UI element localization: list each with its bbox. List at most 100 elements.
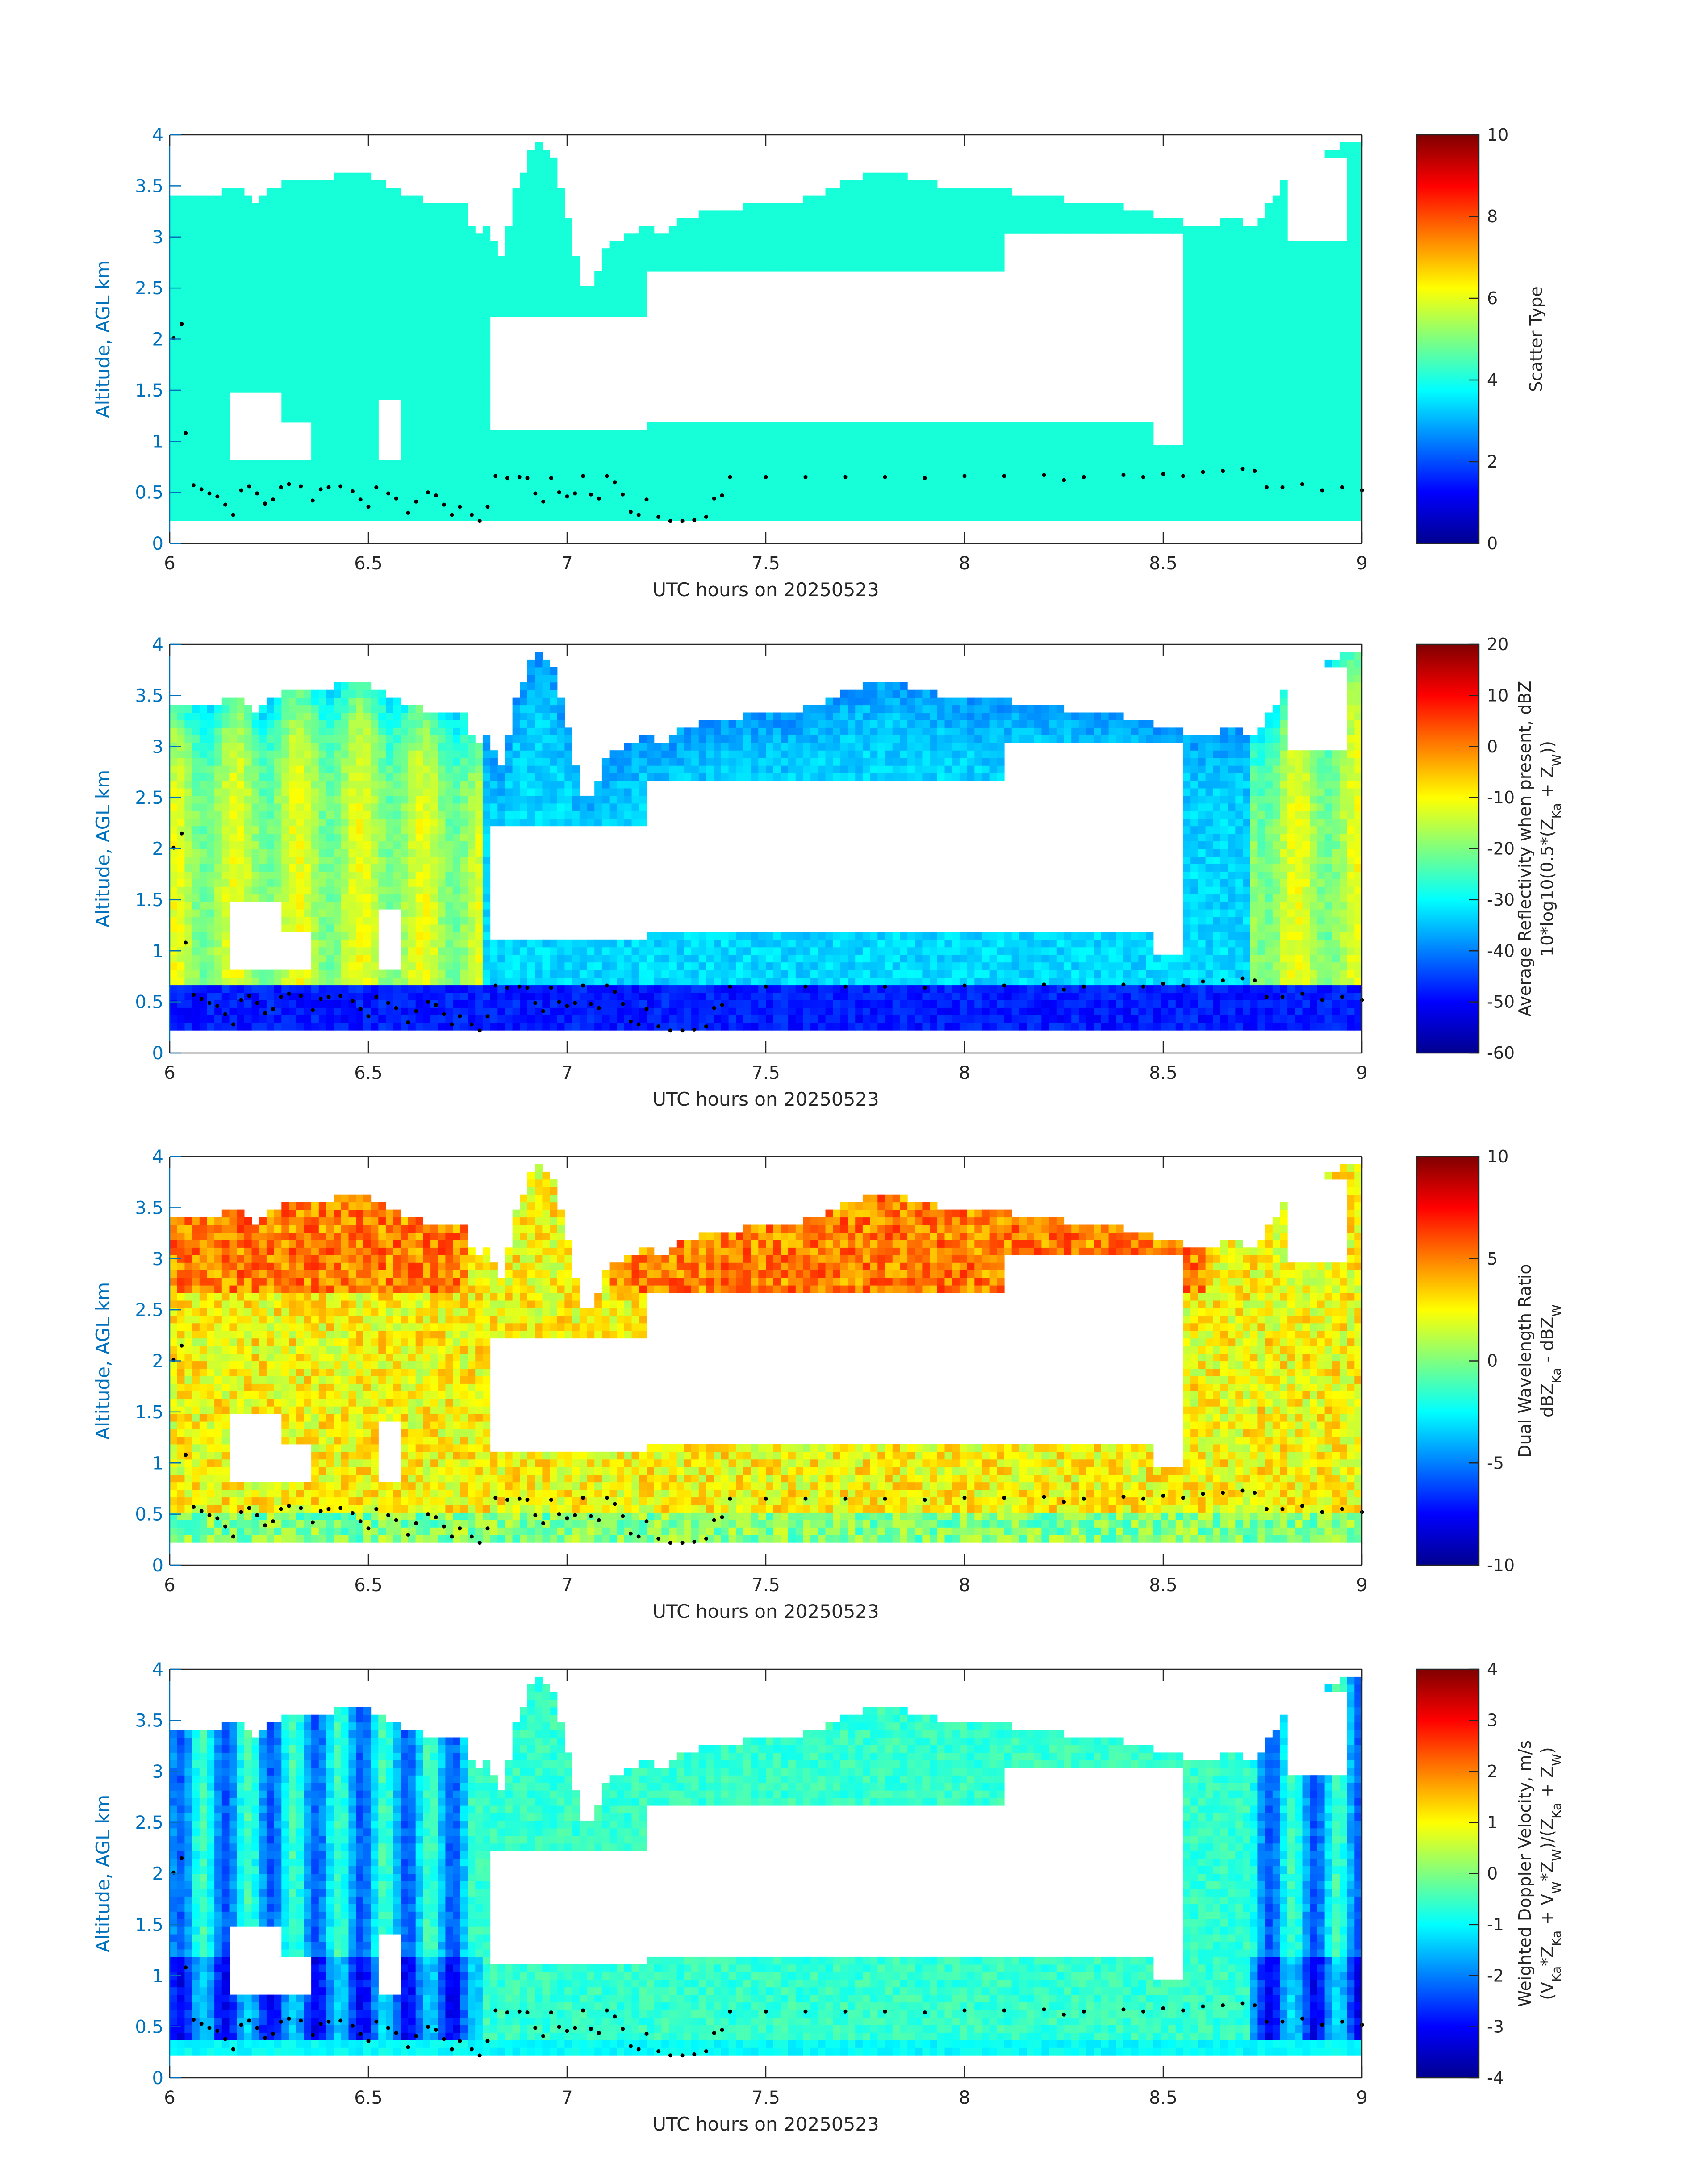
heatmap-cell	[378, 293, 386, 302]
heatmap-cell	[758, 506, 766, 514]
heatmap-cell	[974, 241, 982, 249]
heatmap-cell	[1108, 506, 1116, 514]
heatmap-cell	[669, 430, 677, 438]
heatmap-cell	[445, 324, 453, 332]
heatmap-cell	[401, 422, 409, 430]
boundary-layer-dot	[255, 491, 259, 496]
heatmap-cell	[803, 210, 811, 218]
heatmap-cell	[512, 460, 520, 468]
heatmap-cell	[855, 513, 863, 521]
heatmap-cell	[997, 203, 1005, 211]
heatmap-cell	[221, 331, 230, 340]
heatmap-cell	[1287, 286, 1295, 294]
heatmap-cell	[401, 324, 409, 332]
heatmap-cell	[274, 309, 282, 317]
heatmap-cell	[743, 460, 752, 468]
heatmap-cell	[244, 506, 252, 514]
heatmap-cell	[385, 278, 394, 287]
heatmap-cell	[184, 475, 192, 483]
heatmap-cell	[639, 460, 647, 468]
heatmap-cell	[1138, 468, 1146, 476]
heatmap-cell	[177, 407, 185, 415]
heatmap-cell	[393, 324, 401, 332]
heatmap-cell	[1317, 407, 1325, 415]
heatmap-cell	[460, 414, 468, 423]
heatmap-cell	[1205, 331, 1213, 340]
heatmap-cell	[1280, 347, 1288, 355]
heatmap-cell	[289, 233, 297, 241]
heatmap-cell	[251, 271, 259, 279]
heatmap-cell	[989, 256, 997, 264]
heatmap-cell	[438, 278, 446, 287]
heatmap-cell	[833, 483, 841, 491]
heatmap-cell	[1146, 226, 1154, 234]
heatmap-cell	[415, 203, 423, 211]
heatmap-cell	[214, 226, 222, 234]
heatmap-cell	[1183, 506, 1191, 514]
heatmap-cell	[542, 256, 550, 264]
heatmap-cell	[885, 226, 893, 234]
heatmap-cell	[691, 218, 699, 226]
heatmap-cell	[237, 369, 245, 377]
heatmap-cell	[639, 483, 647, 491]
heatmap-cell	[1295, 241, 1303, 249]
heatmap-cell	[207, 278, 215, 287]
heatmap-cell	[550, 233, 558, 241]
heatmap-cell	[1250, 233, 1258, 241]
heatmap-cell	[251, 362, 259, 370]
heatmap-cell	[766, 241, 774, 249]
heatmap-cell	[207, 226, 215, 234]
heatmap-cell	[475, 354, 483, 362]
heatmap-cell	[393, 256, 401, 264]
heatmap-cell	[1101, 422, 1109, 430]
heatmap-cell	[214, 498, 222, 506]
heatmap-cell	[1280, 309, 1288, 317]
heatmap-cell	[1302, 271, 1310, 279]
heatmap-cell	[535, 513, 543, 521]
heatmap-cell	[1265, 210, 1273, 218]
heatmap-cell	[363, 309, 372, 317]
heatmap-cell	[214, 339, 222, 347]
heatmap-cell	[430, 256, 438, 264]
heatmap-cell	[564, 430, 572, 438]
heatmap-cell	[1250, 226, 1258, 234]
heatmap-cell	[825, 422, 833, 430]
heatmap-cell	[572, 301, 580, 309]
heatmap-cell	[981, 218, 990, 226]
heatmap-cell	[468, 241, 476, 249]
heatmap-cell	[758, 422, 766, 430]
heatmap-cell	[959, 218, 968, 226]
heatmap-cell	[684, 498, 692, 506]
heatmap-cell	[698, 483, 707, 491]
heatmap-cell	[706, 218, 714, 226]
heatmap-cell	[721, 430, 729, 438]
heatmap-cell	[527, 286, 535, 294]
heatmap-cell	[1153, 498, 1161, 506]
heatmap-cell	[192, 369, 200, 377]
heatmap-cell	[944, 422, 952, 430]
heatmap-cell	[296, 384, 304, 393]
heatmap-cell	[520, 172, 528, 181]
heatmap-cell	[527, 475, 535, 483]
heatmap-cell	[1116, 210, 1124, 218]
heatmap-cell	[177, 278, 185, 287]
heatmap-cell	[1056, 437, 1065, 446]
heatmap-cell	[1295, 278, 1303, 287]
heatmap-cell	[237, 309, 245, 317]
heatmap-cell	[378, 475, 386, 483]
heatmap-cell	[1138, 218, 1146, 226]
heatmap-cell	[385, 369, 394, 377]
heatmap-cell	[1243, 362, 1251, 370]
heatmap-cell	[944, 490, 952, 498]
heatmap-cell	[259, 203, 267, 211]
heatmap-cell	[244, 203, 252, 211]
heatmap-cell	[348, 195, 356, 204]
x-tick-label: 6.5	[354, 553, 383, 574]
heatmap-cell	[184, 977, 192, 986]
heatmap-cell	[274, 460, 282, 468]
heatmap-cell	[1317, 414, 1325, 423]
heatmap-cell	[1064, 210, 1072, 218]
heatmap-cell	[706, 498, 714, 506]
heatmap-cell	[1190, 362, 1199, 370]
heatmap-cell	[557, 226, 565, 234]
